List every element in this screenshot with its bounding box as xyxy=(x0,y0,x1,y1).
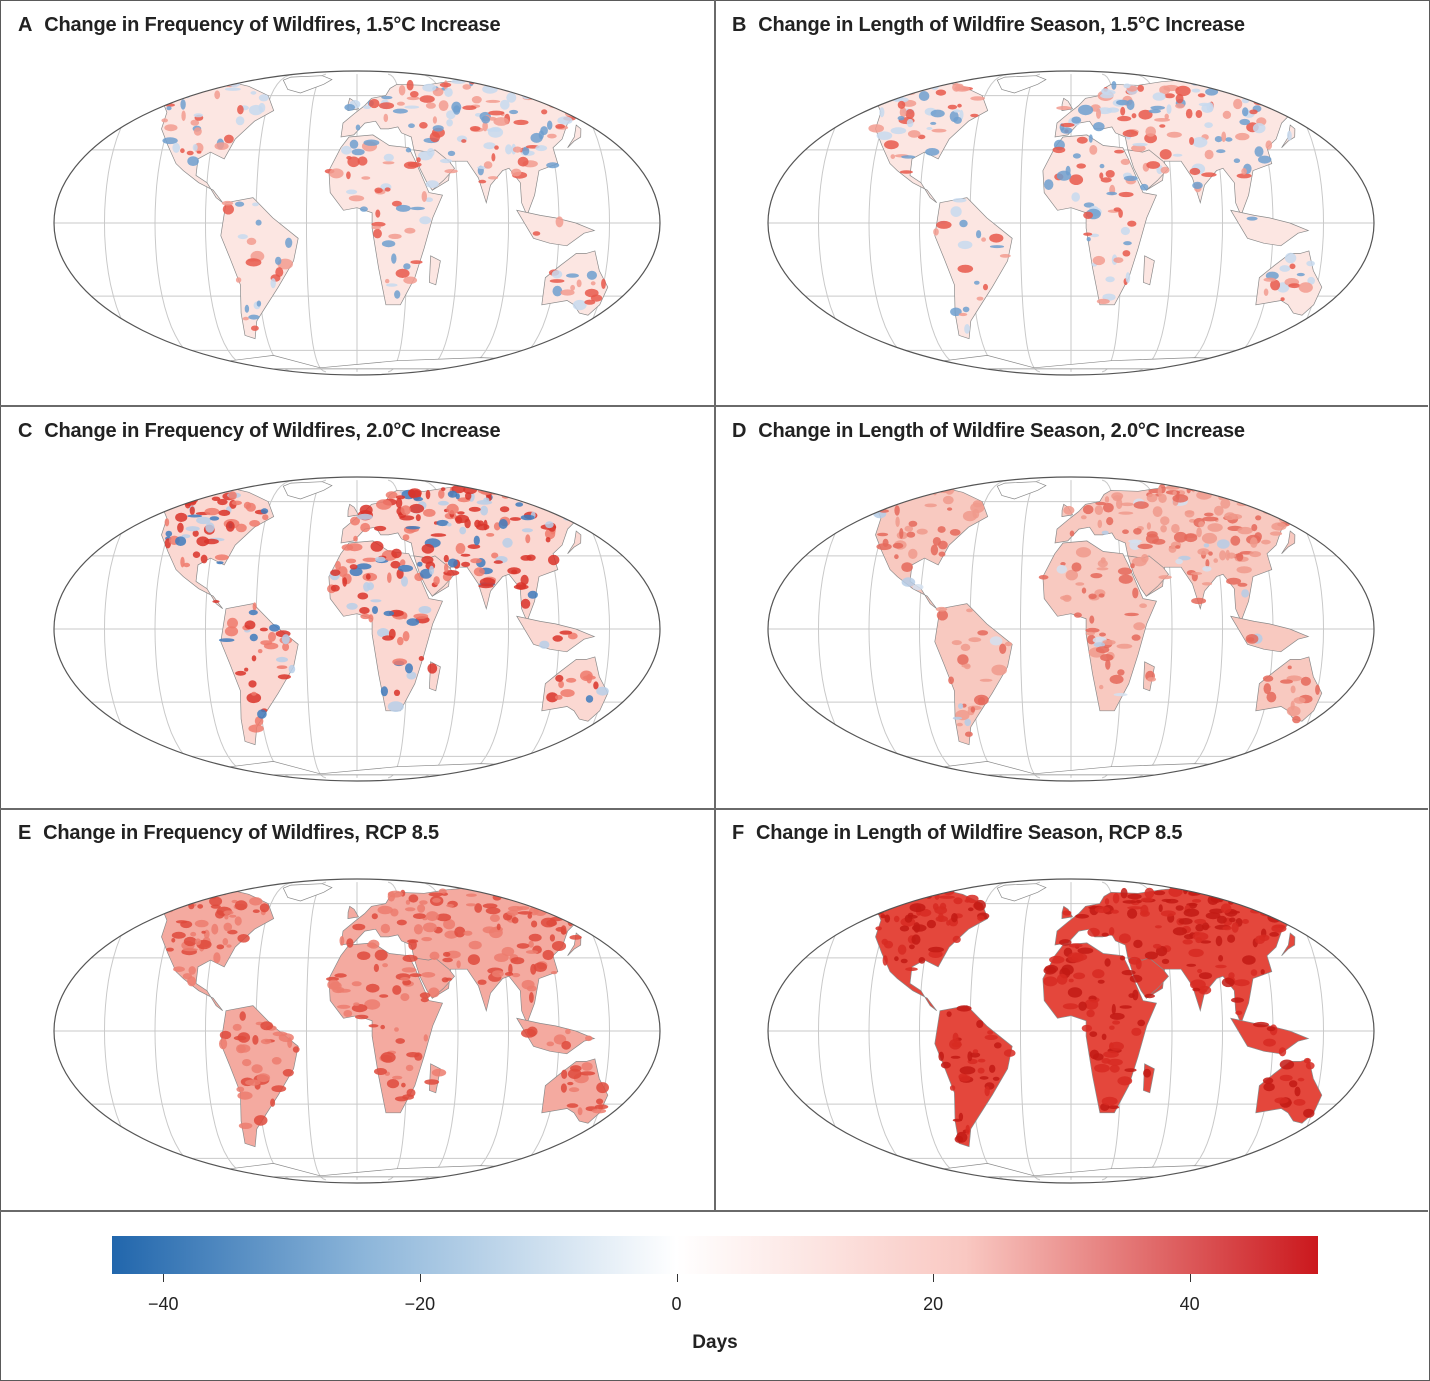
land-newZealand xyxy=(615,1114,641,1137)
panel-c: C Change in Frequency of Wildfires, 2.0°C… xyxy=(0,406,714,810)
panel-c-title-text: Change in Frequency of Wildfires, 2.0°C … xyxy=(44,420,501,442)
panel-d: D Change in Length of Wildfire Season, 2.… xyxy=(714,406,1428,810)
land-greenland xyxy=(282,75,333,94)
anomaly-speckles xyxy=(142,481,609,733)
land-japan xyxy=(567,124,582,148)
land-southAmerica xyxy=(220,197,299,340)
horizontal-divider-2 xyxy=(0,808,1428,810)
panel-c-world-map xyxy=(53,476,661,782)
land-newZealand xyxy=(615,306,641,329)
panel-b-world-map xyxy=(767,70,1375,376)
colorbar-gradient xyxy=(112,1236,1318,1274)
panel-b-title: B Change in Length of Wildfire Season, 1.… xyxy=(732,14,1245,37)
land-southAmerica xyxy=(934,1005,1013,1148)
colorbar-legend: −40 −20 0 20 40 Days xyxy=(0,1212,1428,1380)
land-newZealand xyxy=(1329,1114,1355,1137)
land-newZealand xyxy=(615,712,641,735)
panel-b: B Change in Length of Wildfire Season, 1.… xyxy=(714,0,1428,404)
land-madagascar xyxy=(1143,255,1155,286)
panel-d-title-text: Change in Length of Wildfire Season, 2.0… xyxy=(758,420,1245,442)
colorbar-tick-label: 20 xyxy=(923,1294,944,1314)
colorbar-tick xyxy=(419,1274,421,1282)
panel-c-letter: C xyxy=(18,420,33,442)
panel-d-letter: D xyxy=(732,420,747,442)
land-greenland xyxy=(282,481,333,500)
vertical-divider xyxy=(714,0,716,1212)
panel-e: E Change in Frequency of Wildfires, RCP 8… xyxy=(0,808,714,1212)
land-indonesia xyxy=(1230,615,1310,653)
panel-b-letter: B xyxy=(732,14,747,36)
colorbar-tick xyxy=(933,1274,935,1282)
panel-d-title: D Change in Length of Wildfire Season, 2.… xyxy=(732,420,1245,443)
panel-e-title: E Change in Frequency of Wildfires, RCP 8… xyxy=(18,822,439,845)
colorbar-tick-label: 40 xyxy=(1179,1294,1200,1314)
colorbar-tick xyxy=(163,1274,165,1282)
land-antarctica xyxy=(831,761,1307,776)
map-frame xyxy=(767,878,1375,1184)
map-frame xyxy=(767,70,1375,376)
panel-f-title: F Change in Length of Wildfire Season, RC… xyxy=(732,822,1182,845)
colorbar-tick-label: 0 xyxy=(671,1294,682,1314)
panel-a-title: A Change in Frequency of Wildfires, 1.5°C… xyxy=(18,14,501,37)
land-madagascar xyxy=(1143,1063,1155,1094)
land-antarctica xyxy=(117,761,593,776)
panel-f-world-map xyxy=(767,878,1375,1184)
land-indonesia xyxy=(1230,1017,1310,1055)
land-eurasia xyxy=(1054,484,1319,623)
panel-c-title: C Change in Frequency of Wildfires, 2.0°C… xyxy=(18,420,501,443)
land-greenland xyxy=(282,883,333,902)
land-indonesia xyxy=(1230,209,1310,247)
land-greenland xyxy=(996,883,1047,902)
land-japan xyxy=(1281,530,1296,554)
land-northAmerica xyxy=(836,488,989,609)
panel-a-title-text: Change in Frequency of Wildfires, 1.5°C … xyxy=(44,14,501,36)
colorbar-tick xyxy=(676,1274,678,1282)
panel-d-world-map xyxy=(767,476,1375,782)
map-frame xyxy=(53,476,661,782)
land-antarctica xyxy=(831,355,1307,370)
land-northAmerica xyxy=(122,890,275,1011)
colorbar-tick-label: −40 xyxy=(148,1294,179,1314)
panel-f: F Change in Length of Wildfire Season, RC… xyxy=(714,808,1428,1212)
map-frame xyxy=(767,476,1375,782)
anomaly-speckles xyxy=(838,481,1320,737)
map-frame xyxy=(53,70,661,376)
panel-a: A Change in Frequency of Wildfires, 1.5°C… xyxy=(0,0,714,404)
land-greenland xyxy=(996,75,1047,94)
panel-b-title-text: Change in Length of Wildfire Season, 1.5… xyxy=(758,14,1245,36)
land-japan xyxy=(567,530,582,554)
land-northAmerica xyxy=(122,82,275,203)
map-frame xyxy=(53,878,661,1184)
colorbar-title: Days xyxy=(692,1332,738,1353)
colorbar-tick xyxy=(1189,1274,1191,1282)
land-australia xyxy=(1255,656,1323,722)
land-uk xyxy=(347,503,360,518)
land-southAmerica xyxy=(934,197,1013,340)
land-newZealand xyxy=(1329,306,1355,329)
panel-e-world-map xyxy=(53,878,661,1184)
panel-f-title-text: Change in Length of Wildfire Season, RCP… xyxy=(756,822,1183,844)
land-japan xyxy=(1281,932,1296,956)
horizontal-divider-1 xyxy=(0,405,1428,407)
panel-e-title-text: Change in Frequency of Wildfires, RCP 8.… xyxy=(43,822,439,844)
panel-e-letter: E xyxy=(18,822,32,844)
panel-f-letter: F xyxy=(732,822,745,844)
land-antarctica xyxy=(831,1163,1307,1178)
horizontal-divider-3 xyxy=(0,1210,1428,1212)
colorbar-tick-label: −20 xyxy=(404,1294,436,1314)
panel-a-world-map xyxy=(53,70,661,376)
land-greenland xyxy=(996,481,1047,500)
land-newZealand xyxy=(1329,712,1355,735)
land-madagascar xyxy=(429,1063,441,1094)
land-antarctica xyxy=(117,1163,593,1178)
land-madagascar xyxy=(429,255,441,286)
land-uk xyxy=(347,905,360,920)
land-indonesia xyxy=(516,209,596,247)
panel-a-letter: A xyxy=(18,14,33,36)
land-antarctica xyxy=(117,355,593,370)
land-indonesia xyxy=(516,615,596,653)
